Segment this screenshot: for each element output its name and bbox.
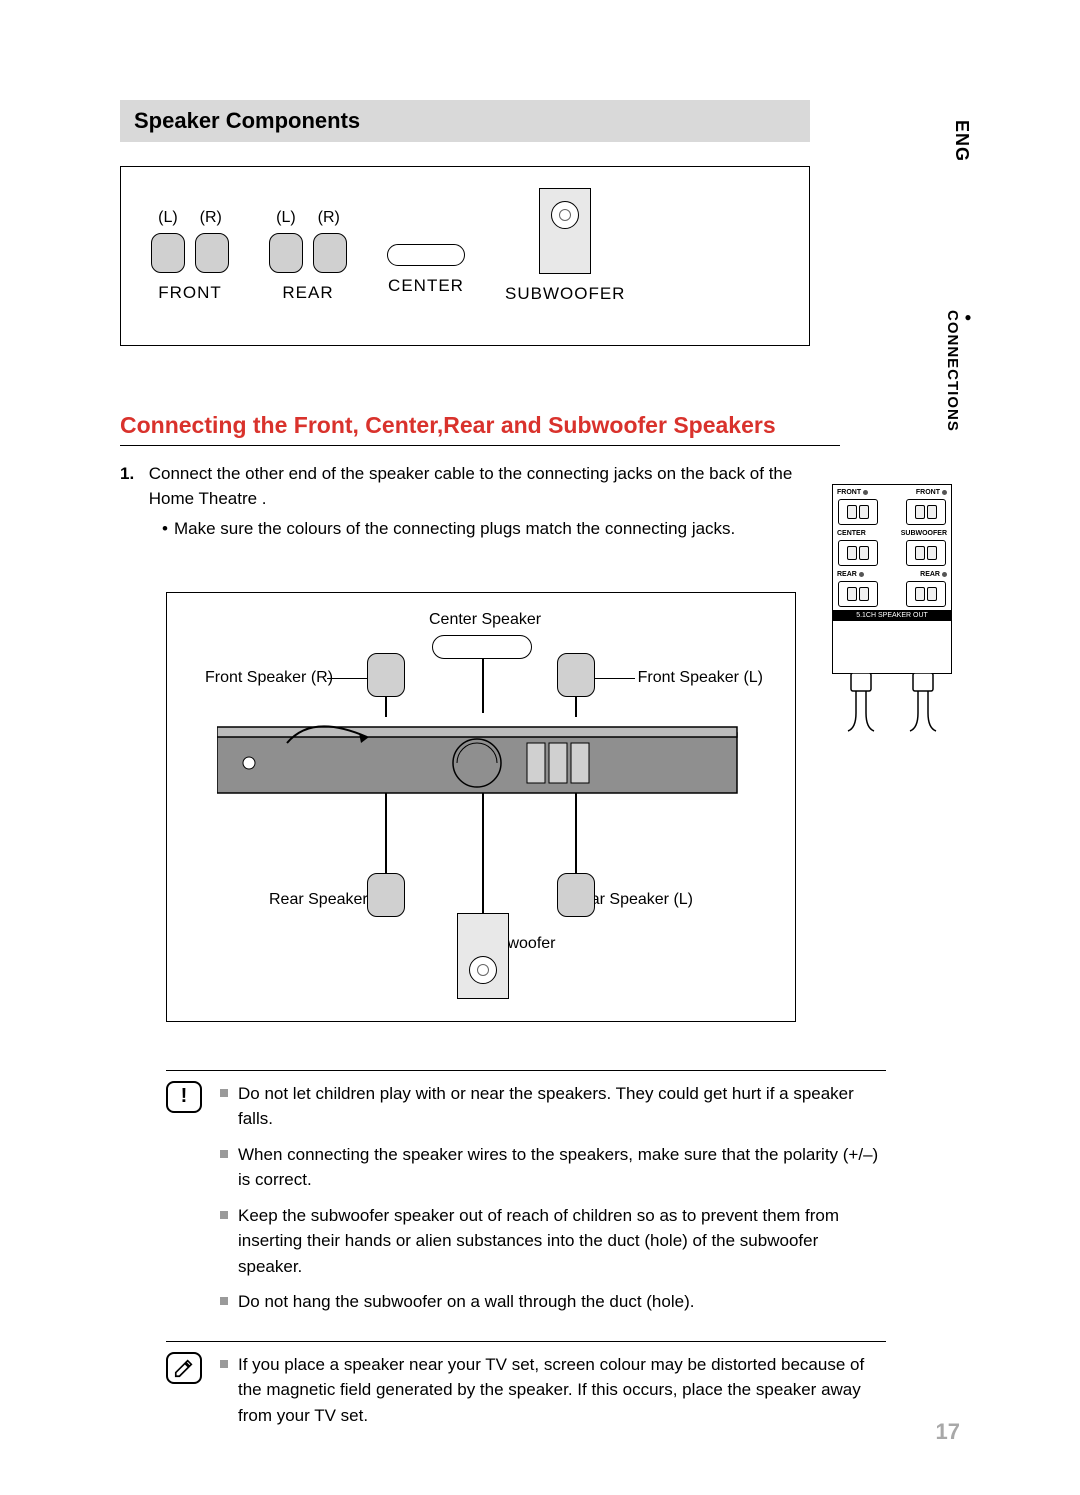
label-r: (R): [200, 209, 222, 227]
caution-icon: !: [166, 1081, 202, 1113]
center-speaker-icon: [387, 244, 465, 266]
front-r-speaker-icon: [367, 653, 405, 697]
panel-label: FRONT: [916, 489, 940, 496]
color-dot-icon: [942, 490, 947, 495]
bullet-icon: [220, 1211, 228, 1219]
rear-r-speaker-icon: [367, 873, 405, 917]
note-group: If you place a speaker near your TV set,…: [166, 1352, 886, 1439]
bullet-icon: [220, 1089, 228, 1097]
center-speaker-icon: [432, 635, 532, 659]
manual-page: ENG CONNECTIONS Speaker Components (L) (…: [0, 0, 1080, 1495]
panel-label: FRONT: [837, 489, 861, 496]
connector-line: [575, 793, 577, 873]
connector-line: [482, 793, 484, 913]
section-tab: CONNECTIONS: [944, 310, 975, 432]
components-header: Speaker Components: [120, 100, 810, 142]
subwoofer-port-icon: [551, 201, 579, 229]
bullet-icon: [220, 1297, 228, 1305]
divider: [166, 1070, 886, 1071]
rear-speaker-icon: [313, 233, 347, 273]
language-tab: ENG: [951, 120, 972, 162]
caution-group: ! Do not let children play with or near …: [166, 1081, 886, 1325]
panel-band: 5.1CH SPEAKER OUT: [833, 610, 951, 621]
component-label: CENTER: [387, 276, 465, 296]
connector-line: [327, 678, 367, 680]
caution-text: Do not let children play with or near th…: [238, 1081, 886, 1132]
color-dot-icon: [942, 572, 947, 577]
connector-line: [595, 678, 635, 680]
color-dot-icon: [859, 572, 864, 577]
component-subwoofer: SUBWOOFER: [505, 208, 625, 304]
diagram-label: Front Speaker (L): [636, 669, 765, 687]
section-heading: Connecting the Front, Center,Rear and Su…: [120, 412, 840, 446]
label-r: (R): [318, 209, 340, 227]
panel-label: REAR: [920, 571, 940, 578]
diagram-label: Center Speaker: [427, 611, 543, 629]
caution-text: When connecting the speaker wires to the…: [238, 1142, 886, 1193]
front-speaker-icon: [195, 233, 229, 273]
jack-icon: [838, 540, 878, 566]
bullet-icon: [220, 1150, 228, 1158]
step-list: 1. Connect the other end of the speaker …: [120, 462, 840, 542]
side-tabs: ENG CONNECTIONS: [951, 120, 975, 162]
connector-line: [482, 659, 484, 713]
subwoofer-port-icon: [469, 956, 497, 984]
receiver-unit-icon: [217, 713, 747, 803]
step-sub-bullet: Make sure the colours of the connecting …: [162, 517, 812, 542]
subwoofer-icon: [539, 188, 591, 274]
note-icon: [166, 1352, 202, 1384]
jack-icon: [838, 499, 878, 525]
jack-icon: [906, 540, 946, 566]
component-label: SUBWOOFER: [505, 284, 625, 304]
component-front: (L) (R) FRONT: [151, 209, 229, 303]
panel-label: SUBWOOFER: [901, 530, 947, 537]
subwoofer-icon: [457, 913, 509, 999]
color-dot-icon: [863, 490, 868, 495]
caution-text: Keep the subwoofer speaker out of reach …: [238, 1203, 886, 1280]
label-l: (L): [276, 209, 296, 227]
component-label: REAR: [269, 283, 347, 303]
jack-icon: [906, 499, 946, 525]
note-text: If you place a speaker near your TV set,…: [238, 1352, 886, 1429]
jack-icon: [906, 581, 946, 607]
page-number: 17: [936, 1419, 960, 1445]
front-l-speaker-icon: [557, 653, 595, 697]
rear-l-speaker-icon: [557, 873, 595, 917]
jack-icon: [838, 581, 878, 607]
component-label: FRONT: [151, 283, 229, 303]
step-number: 1.: [120, 462, 144, 487]
front-speaker-icon: [151, 233, 185, 273]
connector-line: [385, 793, 387, 873]
panel-label: CENTER: [837, 530, 866, 537]
components-box: (L) (R) FRONT (L) (R) REAR CENTER: [120, 166, 810, 346]
panel-label: REAR: [837, 571, 857, 578]
plug-wires-icon: [833, 673, 951, 733]
label-l: (L): [158, 209, 178, 227]
step-text: Connect the other end of the speaker cab…: [149, 462, 819, 511]
component-rear: (L) (R) REAR: [269, 209, 347, 303]
divider: [166, 1341, 886, 1342]
connection-diagram: Center Speaker Front Speaker (R) Front S…: [166, 592, 796, 1022]
speaker-out-panel: FRONT FRONT CENTER SUBWOOFER REAR REAR 5…: [832, 484, 952, 674]
step-sub-text: Make sure the colours of the connecting …: [174, 517, 735, 542]
bullet-icon: [220, 1360, 228, 1368]
diagram-label: Front Speaker (R): [203, 669, 335, 687]
caution-text: Do not hang the subwoofer on a wall thro…: [238, 1289, 694, 1315]
rear-speaker-icon: [269, 233, 303, 273]
component-center: CENTER: [387, 216, 465, 296]
